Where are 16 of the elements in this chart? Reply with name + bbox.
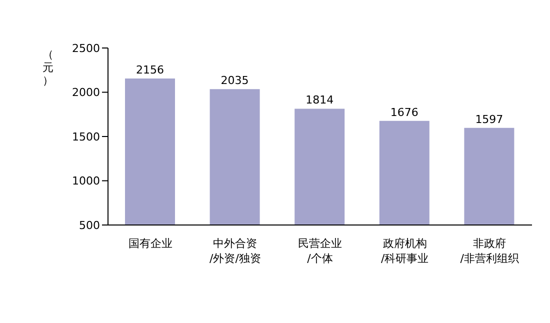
data-label: 2156 bbox=[136, 63, 164, 76]
x-tick-label: 中外合资 /外资/独资 bbox=[209, 237, 261, 265]
y-tick-label: 1500 bbox=[72, 130, 100, 144]
data-label: 1676 bbox=[390, 106, 418, 119]
x-tick-label: 国有企业 bbox=[128, 237, 172, 250]
x-tick-label: 非政府 /非营利组织 bbox=[460, 237, 519, 265]
data-label: 1814 bbox=[306, 94, 334, 107]
data-label: 2035 bbox=[220, 74, 249, 88]
y-axis-title: （元） bbox=[42, 48, 54, 87]
x-tick-label: 政府机构 /科研事业 bbox=[380, 237, 429, 265]
y-tick-label: 2500 bbox=[72, 42, 100, 55]
y-tick-label: 2000 bbox=[72, 86, 100, 100]
x-tick-label: 民营企业 /个体 bbox=[298, 237, 342, 265]
y-tick-label: 500 bbox=[79, 218, 100, 232]
y-tick-label: 1000 bbox=[72, 174, 100, 188]
data-label: 1597 bbox=[475, 112, 504, 126]
